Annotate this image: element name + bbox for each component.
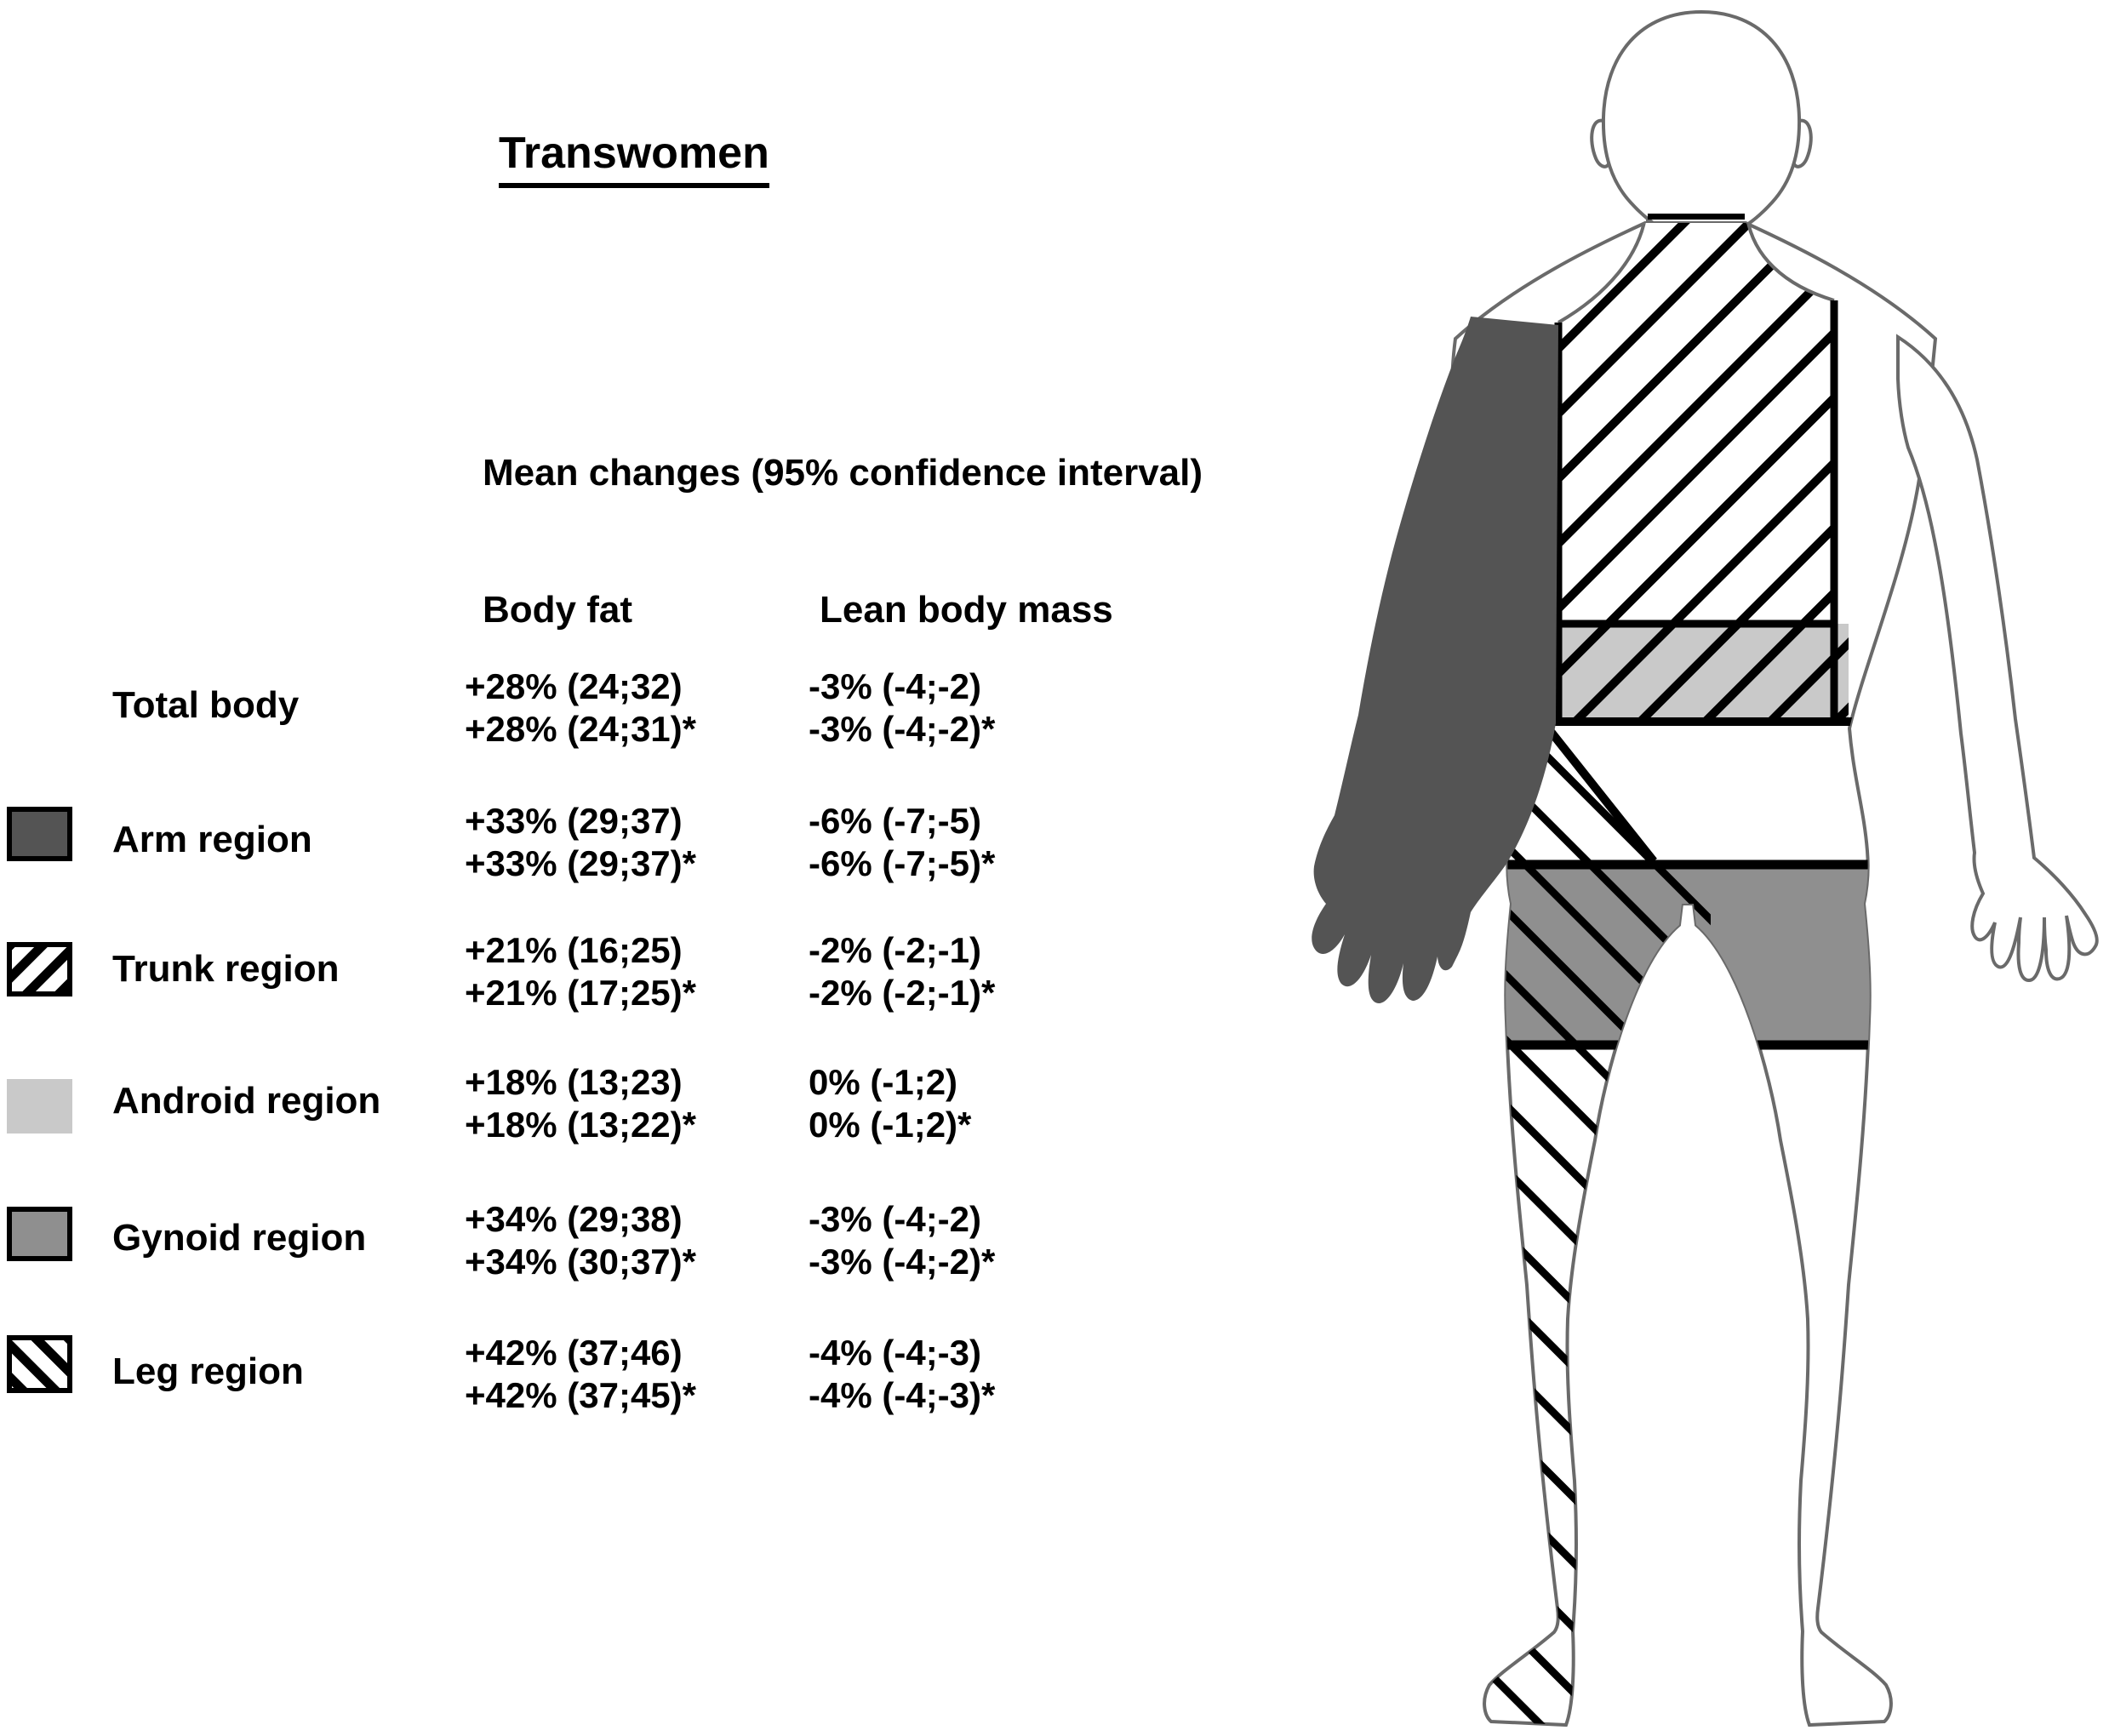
table-row-android-region: Android region +18% (13;23) +18% (13;22)*… (0, 1061, 1234, 1174)
body-fat-value-adjusted: +21% (17;25)* (465, 973, 696, 1013)
head-outline (1601, 9, 1802, 237)
lean-mass-value: -2% (-2;-1) (809, 930, 982, 970)
subtitle-mean-changes: Mean changes (95% confidence interval) (483, 452, 1203, 494)
lean-mass-value: -4% (-4;-3) (809, 1333, 982, 1373)
body-fat-value: +28% (24;32) (465, 666, 683, 706)
body-fat-value-adjusted: +28% (24;31)* (465, 709, 696, 749)
column-header-body-fat: Body fat (483, 589, 632, 631)
body-fat-value: +42% (37;46) (465, 1333, 683, 1373)
body-fat-value-adjusted: +42% (37;45)* (465, 1375, 696, 1415)
trunk-neck-boundary (1557, 217, 1835, 324)
arm-region-fill (1312, 317, 1558, 1003)
legend-swatch-leg-region (7, 1335, 72, 1393)
hip-diagonal-boundary (1542, 722, 1657, 865)
legend-swatch-arm-region (7, 807, 72, 861)
body-diagram (1251, 0, 2109, 1736)
body-fat-value-adjusted: +34% (30;37)* (465, 1242, 696, 1282)
legend-swatch-gynoid-region (7, 1207, 72, 1261)
body-fat-value-adjusted: +18% (13;22)* (465, 1105, 696, 1145)
lean-mass-value: -3% (-4;-2) (809, 1199, 982, 1239)
right-arm-outline (1896, 334, 2099, 983)
lean-mass-value-adjusted: -4% (-4;-3)* (809, 1375, 996, 1415)
android-region-hatch (1558, 624, 1849, 722)
body-fat-value: +33% (29;37) (465, 801, 683, 841)
legend-swatch-android-region (7, 1079, 72, 1134)
right-leg-outline (1691, 902, 1893, 1727)
table-row-gynoid-region: Gynoid region +34% (29;38) +34% (30;37)* … (0, 1198, 1234, 1311)
row-label: Total body (112, 684, 300, 726)
figure-title: Transwomen (499, 128, 769, 188)
lean-mass-value-adjusted: -6% (-7;-5)* (809, 843, 996, 883)
lean-mass-value-adjusted: -3% (-4;-2)* (809, 709, 996, 749)
table-row-arm-region: Arm region +33% (29;37) +33% (29;37)* -6%… (0, 800, 1234, 912)
lean-mass-value-adjusted: -2% (-2;-1)* (809, 973, 996, 1013)
body-fat-value-adjusted: +33% (29;37)* (465, 843, 696, 883)
body-fat-value: +21% (16;25) (465, 930, 683, 970)
lean-mass-value: -3% (-4;-2) (809, 666, 982, 706)
column-header-lean-body-mass: Lean body mass (820, 589, 1113, 631)
body-fat-value: +34% (29;38) (465, 1199, 683, 1239)
table-row-trunk-region: Trunk region +21% (16;25) +21% (17;25)* -… (0, 929, 1234, 1042)
row-label: Arm region (112, 819, 312, 860)
row-label: Android region (112, 1080, 381, 1122)
lean-mass-value: -6% (-7;-5) (809, 801, 982, 841)
legend-swatch-trunk-region (7, 942, 72, 996)
trunk-region-hatch (1558, 218, 1834, 624)
table-row-leg-region: Leg region +42% (37;46) +42% (37;45)* -4%… (0, 1332, 1234, 1444)
lean-mass-value: 0% (-1;2) (809, 1062, 958, 1102)
row-label: Trunk region (112, 948, 340, 990)
table-row-total-body: Total body +28% (24;32) +28% (24;31)* -3%… (0, 665, 1234, 778)
row-label: Leg region (112, 1351, 304, 1392)
lean-mass-value-adjusted: -3% (-4;-2)* (809, 1242, 996, 1282)
body-fat-value: +18% (13;23) (465, 1062, 683, 1102)
row-label: Gynoid region (112, 1217, 367, 1259)
lean-mass-value-adjusted: 0% (-1;2)* (809, 1105, 972, 1145)
